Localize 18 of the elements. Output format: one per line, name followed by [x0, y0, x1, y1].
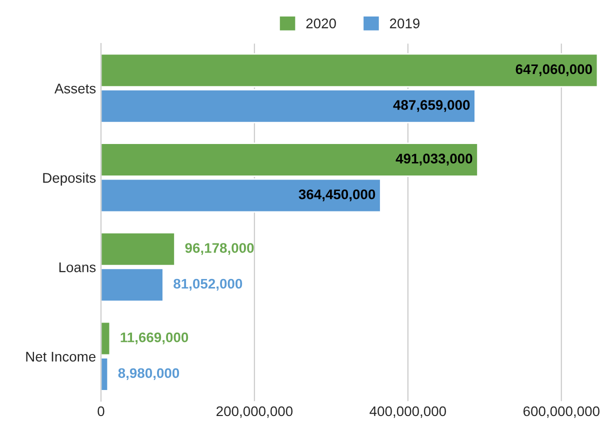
- y-tick-label: Deposits: [43, 172, 96, 186]
- data-label: 81,052,000: [174, 278, 242, 291]
- x-tick-label: 0: [98, 406, 104, 416]
- legend-label: 2020: [306, 18, 336, 28]
- y-tick-label: Assets: [54, 84, 96, 94]
- y-tick-label: Net Income: [26, 352, 96, 362]
- data-label: 8,980,000: [118, 368, 180, 380]
- data-label: 487,659,000: [393, 100, 470, 112]
- data-label: 364,450,000: [298, 189, 376, 202]
- x-tick-label: 400,000,000: [370, 406, 446, 418]
- data-label: 11,669,000: [120, 332, 188, 344]
- x-tick-label: 600,000,000: [523, 406, 600, 418]
- legend-label: 2019: [390, 18, 420, 28]
- x-tick-label: 200,000,000: [216, 406, 293, 418]
- y-tick-label: Loans: [59, 262, 96, 272]
- data-label: 96,178,000: [185, 243, 254, 255]
- data-label: 491,033,000: [396, 154, 472, 166]
- data-label: 647,060,000: [516, 64, 592, 76]
